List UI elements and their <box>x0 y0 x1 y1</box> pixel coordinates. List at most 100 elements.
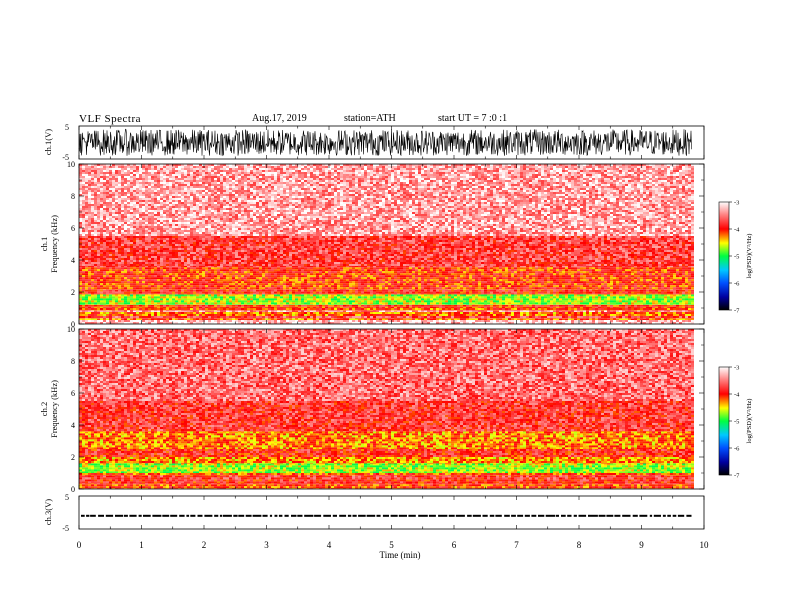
ch3-pulse <box>279 515 283 517</box>
time-axis: 0 1 2 3 4 5 6 7 8 9 10 <box>77 540 709 550</box>
ch3-pulse <box>650 515 652 517</box>
time-tick-label: 10 <box>700 540 710 550</box>
ch3-pulse <box>139 515 142 517</box>
time-tick-label: 5 <box>389 540 394 550</box>
ch3-pulse <box>377 515 381 517</box>
freq-tick-label: 8 <box>71 357 75 366</box>
ch1-waveform-ylabel: ch.1(V) <box>43 129 53 155</box>
ch3-pulse <box>438 515 447 517</box>
colorbar-tick-label: -7 <box>734 473 740 480</box>
time-tick-label: 0 <box>77 540 82 550</box>
ch1-frequency-ylabel: Frequency (kHz) <box>49 215 59 273</box>
ch3-pulse <box>98 515 104 517</box>
colorbar-tick-label: -3 <box>734 365 739 372</box>
ch3-pulse <box>143 515 151 517</box>
ch1-ytick-top: 5 <box>65 123 69 132</box>
time-tick-label: 8 <box>577 540 582 550</box>
freq-tick-label: 4 <box>71 421 75 430</box>
freq-tick-label: 8 <box>71 192 75 201</box>
ch3-ytick-top: 5 <box>65 493 69 502</box>
ch3-pulse <box>546 515 555 517</box>
ch2-colorbar-label: log(PSD)(V²/Hz) <box>746 399 753 444</box>
ch3-pulse <box>654 515 661 517</box>
ch3-pulse <box>233 515 237 517</box>
ch3-waveform-ylabel: ch.3(V) <box>43 499 53 525</box>
time-tick-label: 9 <box>639 540 644 550</box>
ch3-waveform-trace <box>81 515 692 517</box>
ch3-pulse <box>599 515 606 517</box>
ch1-channel-label: ch.1 <box>39 237 49 251</box>
freq-tick-label: 2 <box>71 288 75 297</box>
ch3-pulse <box>170 515 177 517</box>
ch1-colorbar-gradient <box>719 202 729 310</box>
ch3-pulse <box>106 515 113 517</box>
freq-tick-label: 0 <box>71 485 75 494</box>
ch3-pulse <box>686 515 691 517</box>
ch3-pulse <box>81 515 85 517</box>
ch2-colorbar: -3-4-5-6-7 log(PSD)(V²/Hz) <box>719 365 753 480</box>
ch1-colorbar: -3-4-5-6-7 log(PSD)(V²/Hz) <box>719 200 753 315</box>
freq-tick-label: 2 <box>71 453 75 462</box>
ch3-pulse <box>408 515 415 517</box>
ch3-pulse <box>304 515 313 517</box>
ch2-frequency-ylabel: Frequency (kHz) <box>49 380 59 438</box>
ch3-pulse <box>399 515 407 517</box>
ch3-pulse <box>220 515 222 517</box>
ch3-pulse <box>358 515 366 517</box>
ch3-pulse <box>86 515 89 517</box>
ch3-pulse <box>348 515 351 517</box>
colorbar-tick-label: -4 <box>734 227 740 234</box>
colorbar-tick-label: -3 <box>734 200 739 207</box>
ch3-pulse <box>391 515 398 517</box>
colorbar-tick-label: -7 <box>734 308 740 315</box>
ch1-waveform-trace <box>79 129 692 155</box>
ch3-pulse <box>517 515 523 517</box>
time-axis-label: Time (min) <box>380 550 421 560</box>
ch3-pulse <box>198 515 203 517</box>
ch1-waveform-line <box>79 129 692 155</box>
ch3-pulse <box>556 515 559 517</box>
ch3-pulse <box>429 515 436 517</box>
ch3-pulse <box>579 515 587 517</box>
ch3-pulse <box>490 515 495 517</box>
ch3-pulse <box>614 515 620 517</box>
ch3-pulse <box>214 515 218 517</box>
freq-tick-label: 6 <box>71 224 75 233</box>
ch3-pulse <box>238 515 244 517</box>
ch2-colorbar-gradient <box>719 367 729 475</box>
colorbar-tick-label: -6 <box>734 446 740 453</box>
ch3-pulse <box>574 515 577 517</box>
time-tick-label: 1 <box>139 540 144 550</box>
ch3-pulse <box>673 515 677 517</box>
time-tick-label: 3 <box>264 540 269 550</box>
ch3-pulse <box>483 515 488 517</box>
ch3-pulse <box>367 515 376 517</box>
ch3-pulse <box>511 515 516 517</box>
ch3-pulse <box>246 515 252 517</box>
freq-tick-label: 6 <box>71 389 75 398</box>
ch3-waveform-frame <box>79 496 704 529</box>
colorbar-tick-label: -4 <box>734 392 740 399</box>
freq-tick-label: 4 <box>71 256 75 265</box>
ch3-pulse <box>383 515 389 517</box>
ch3-pulse <box>353 515 357 517</box>
ch3-pulse <box>270 515 272 517</box>
colorbar-tick-label: -5 <box>734 254 739 261</box>
ch3-pulse <box>339 515 346 517</box>
ch3-pulse <box>223 515 232 517</box>
ch3-pulse <box>285 515 289 517</box>
ch3-pulse <box>314 515 321 517</box>
ch3-pulse <box>538 515 544 517</box>
ch3-pulse <box>678 515 684 517</box>
ch3-pulse <box>633 515 638 517</box>
ch3-pulse <box>504 515 510 517</box>
ch3-pulse <box>275 515 278 517</box>
ch3-pulse <box>179 515 184 517</box>
ch3-pulse <box>115 515 123 517</box>
time-tick-label: 7 <box>514 540 519 550</box>
freq-tick-label: 10 <box>67 160 75 169</box>
ch3-pulse <box>561 515 566 517</box>
ch3-pulse <box>152 515 161 517</box>
ch3-pulse <box>456 515 465 517</box>
